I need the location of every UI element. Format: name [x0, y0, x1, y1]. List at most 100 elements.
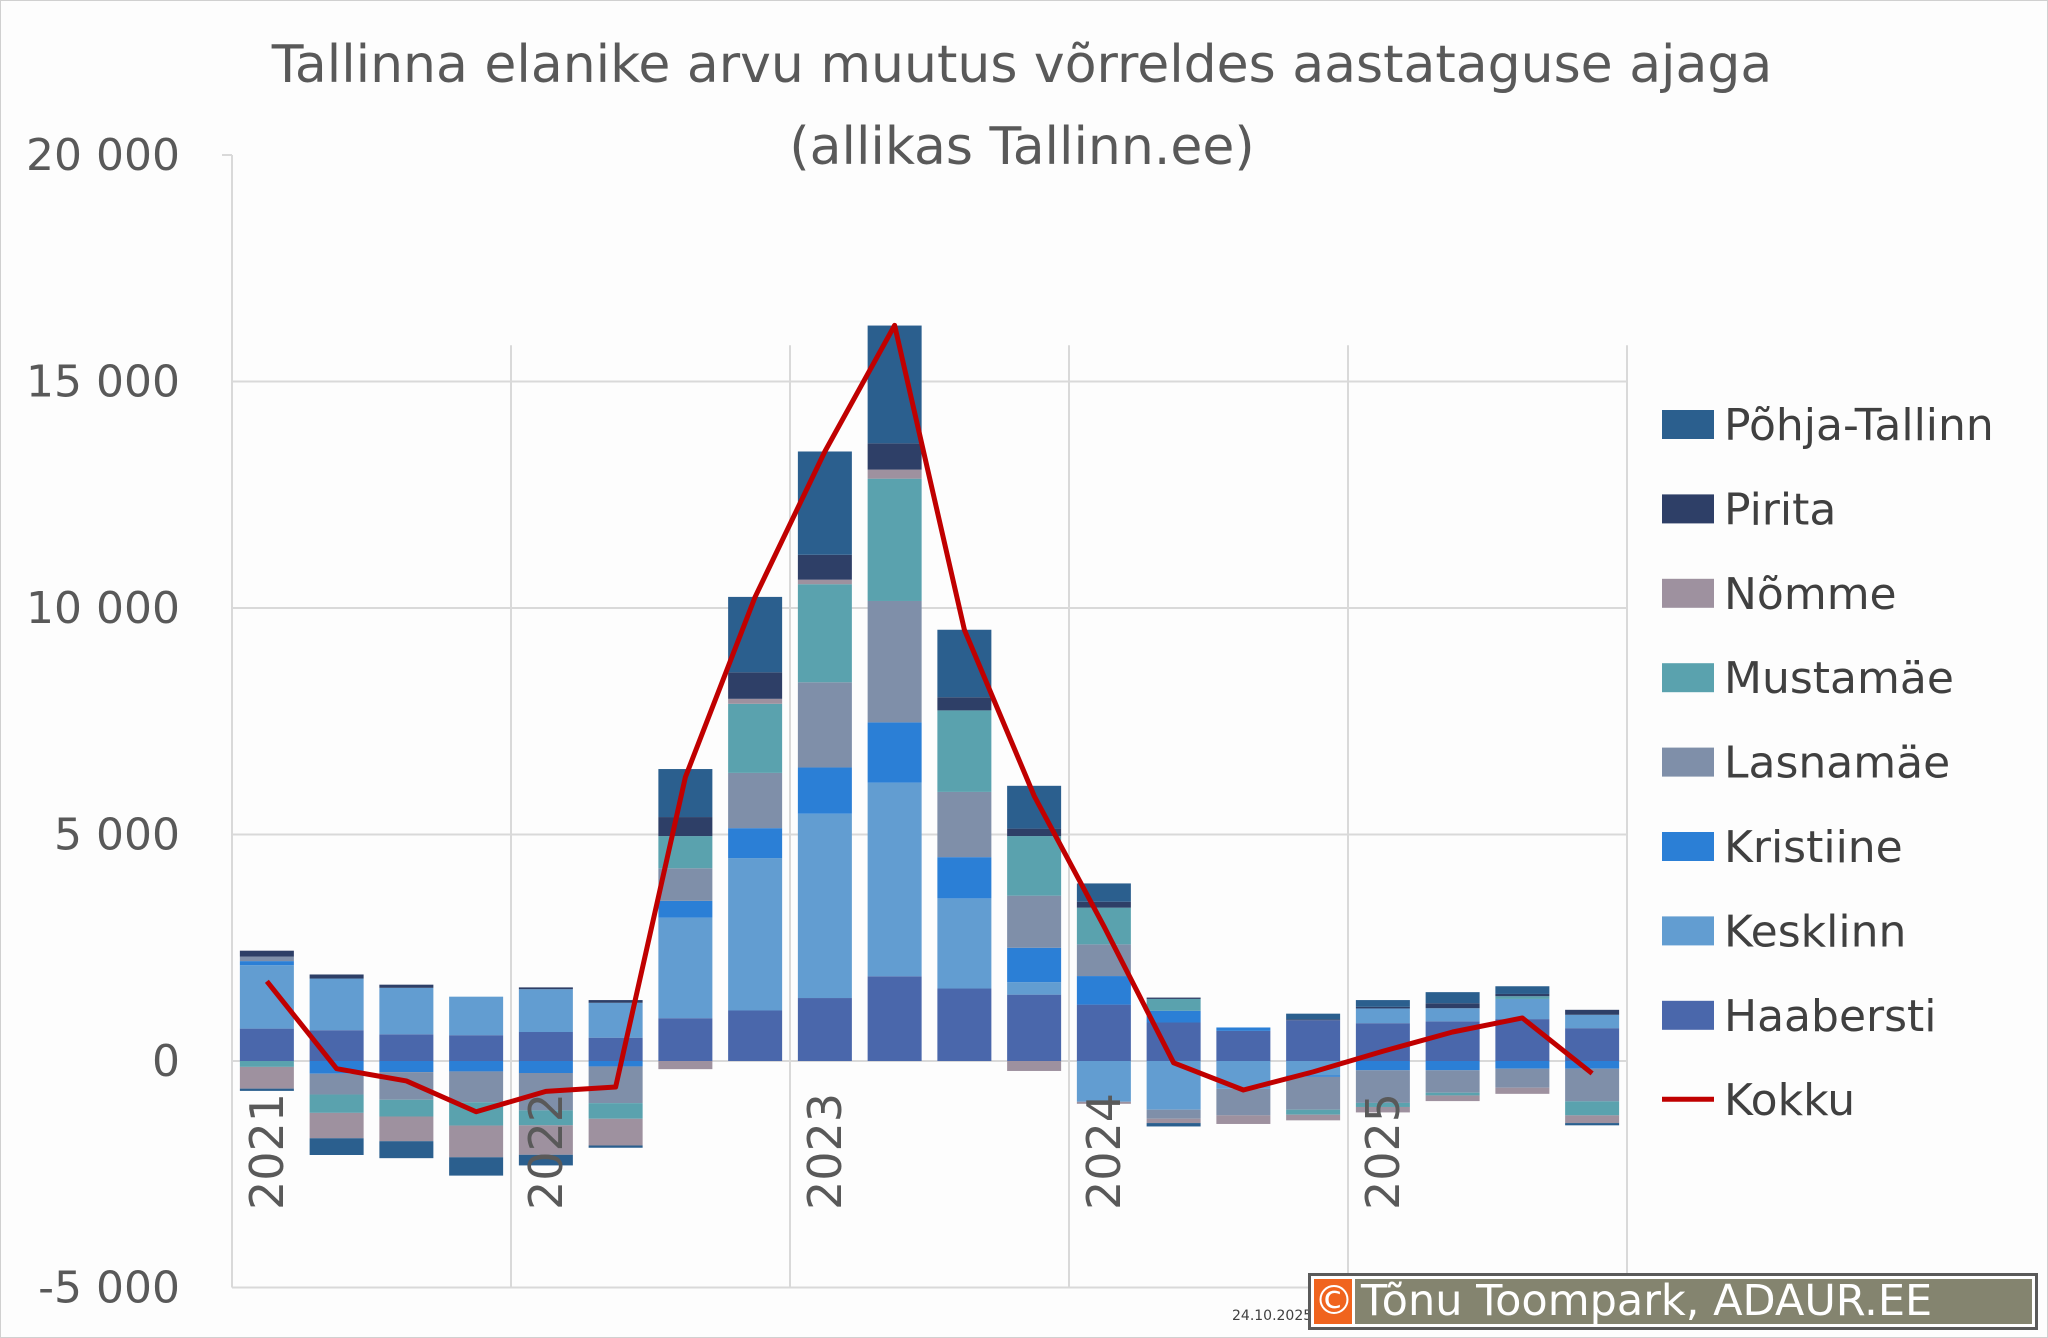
- bar-segment-haabersti: [797, 998, 852, 1061]
- bar-segment-kesklinn: [309, 978, 364, 1031]
- bar-segment-pirita: [1425, 1003, 1480, 1009]
- bar-segment-lasnamäe: [1146, 1109, 1201, 1119]
- copyright-badge: © Tõnu Toompark, ADAUR.EE: [1308, 1273, 2038, 1330]
- bar-segment-lasnamäe: [1286, 1076, 1341, 1110]
- bar-segment-nõmme: [867, 469, 922, 479]
- y-tick-label: 15 000: [26, 357, 180, 408]
- bar-segment-haabersti: [379, 1034, 434, 1061]
- bar-segment-nõmme: [1355, 1106, 1410, 1113]
- bar-segment-mustamäe: [588, 1103, 643, 1119]
- bar-segment-kristiine: [1565, 1061, 1620, 1069]
- bar-segment-lasnamäe: [658, 868, 713, 901]
- bar-segment-kristiine: [1495, 1061, 1550, 1069]
- bar-segment-haabersti: [1076, 1004, 1131, 1061]
- bar-segment-lasnamäe: [1495, 1068, 1550, 1088]
- bar-segment-nõmme: [1146, 1118, 1201, 1124]
- legend-swatch-mustamäe: [1662, 663, 1714, 693]
- bar-segment-haabersti: [449, 1035, 504, 1061]
- bar-segment-lasnamäe: [309, 1073, 364, 1095]
- bar-segment-põhja-tallinn: [1495, 986, 1550, 994]
- legend-label: Lasnamäe: [1724, 738, 1950, 789]
- bar-segment-kesklinn: [1565, 1014, 1620, 1029]
- bar-segment-mustamäe: [1286, 1109, 1341, 1115]
- bar-segment-pirita: [658, 817, 713, 837]
- legend-swatch-haabersti: [1662, 1000, 1714, 1030]
- bar-segment-põhja-tallinn: [867, 325, 922, 444]
- bar-segment-haabersti: [1495, 1019, 1550, 1061]
- bar-segment-kristiine: [797, 767, 852, 814]
- y-tick-label: 5 000: [54, 810, 180, 861]
- bar-segment-pirita: [797, 554, 852, 580]
- legend-label: Pirita: [1724, 484, 1836, 535]
- x-tick-label: 2022: [519, 1093, 573, 1210]
- bar-segment-mustamäe: [797, 584, 852, 683]
- bar-segment-kesklinn: [1495, 998, 1550, 1020]
- bar-segment-mustamäe: [1495, 996, 1550, 999]
- y-tick-label: 10 000: [26, 583, 180, 634]
- bar-segment-pirita: [867, 443, 922, 470]
- bar-segment-nõmme: [1216, 1115, 1271, 1124]
- bar-segment-haabersti: [728, 1010, 783, 1061]
- bar-segment-haabersti: [658, 1018, 713, 1061]
- bar-segment-kesklinn: [239, 965, 294, 1029]
- bar-segment-haabersti: [588, 1037, 643, 1061]
- bar-segment-kesklinn: [379, 987, 434, 1035]
- bar-segment-mustamäe: [518, 1110, 573, 1126]
- bar-segment-nõmme: [309, 1112, 364, 1139]
- bar-segment-haabersti: [1007, 994, 1062, 1061]
- bar-segment-kristiine: [1146, 1010, 1201, 1023]
- bar-segment-pirita: [1286, 1019, 1341, 1021]
- bar-segment-kesklinn: [937, 898, 992, 989]
- bar-segment-mustamäe: [867, 478, 922, 601]
- bar-segment-nõmme: [1007, 1061, 1062, 1071]
- bar-segment-kristiine: [379, 1061, 434, 1073]
- bar-segment-pirita: [1565, 1009, 1620, 1015]
- y-tick-label: 0: [152, 1036, 180, 1087]
- bar-segment-kristiine: [588, 1061, 643, 1067]
- bar-segment-kesklinn: [728, 858, 783, 1011]
- bar-segment-põhja-tallinn: [239, 1088, 294, 1091]
- bar-segment-kesklinn: [867, 782, 922, 977]
- legend-label: Kesklinn: [1724, 906, 1906, 957]
- bar-segment-nõmme: [1425, 1095, 1480, 1102]
- bar-segment-kristiine: [658, 900, 713, 918]
- legend-label: Kristiine: [1724, 822, 1903, 873]
- bar-segment-nõmme: [1495, 1087, 1550, 1094]
- bar-segment-mustamäe: [1007, 836, 1062, 896]
- bar-segment-kristiine: [1216, 1027, 1271, 1031]
- bar-segment-pirita: [937, 697, 992, 711]
- bar-segment-kristiine: [1425, 1061, 1480, 1071]
- bar-segment-mustamäe: [379, 1099, 434, 1117]
- legend-swatch-nõmme: [1662, 578, 1714, 608]
- bar-segment-nõmme: [239, 1066, 294, 1089]
- bar-segment-kesklinn: [449, 996, 504, 1036]
- bar-segment-mustamäe: [728, 703, 783, 773]
- bar-segment-nõmme: [1565, 1115, 1620, 1124]
- bar-segment-pirita: [1007, 828, 1062, 837]
- bar-segment-põhja-tallinn: [1286, 1013, 1341, 1020]
- bar-segment-kristiine: [867, 722, 922, 783]
- bar-segment-nõmme: [1076, 1101, 1131, 1104]
- bar-segment-lasnamäe: [1007, 895, 1062, 948]
- bar-segment-nõmme: [797, 579, 852, 585]
- legend-swatch-kesklinn: [1662, 916, 1714, 946]
- bar-segment-lasnamäe: [1216, 1088, 1271, 1116]
- bar-segment-põhja-tallinn: [449, 1157, 504, 1176]
- bar-segment-mustamäe: [1565, 1101, 1620, 1116]
- bar-segment-haabersti: [1565, 1028, 1620, 1061]
- bar-segment-haabersti: [1286, 1020, 1341, 1061]
- bar-segment-põhja-tallinn: [797, 451, 852, 555]
- bar-segment-lasnamäe: [728, 772, 783, 829]
- chart-date: 24.10.2025: [1232, 1308, 1313, 1324]
- x-tick-label: 2024: [1077, 1093, 1131, 1210]
- chart-title-line-2: (allikas Tallinn.ee): [789, 117, 1254, 177]
- bar-segment-lasnamäe: [1355, 1070, 1410, 1103]
- bar-segment-põhja-tallinn: [937, 629, 992, 698]
- bar-segment-mustamäe: [1425, 1092, 1480, 1096]
- bar-segment-kristiine: [1355, 1061, 1410, 1071]
- bar-segment-nõmme: [728, 698, 783, 704]
- bar-segment-nõmme: [658, 1061, 713, 1070]
- bar-segment-kristiine: [728, 828, 783, 859]
- bar-segment-kristiine: [449, 1061, 504, 1072]
